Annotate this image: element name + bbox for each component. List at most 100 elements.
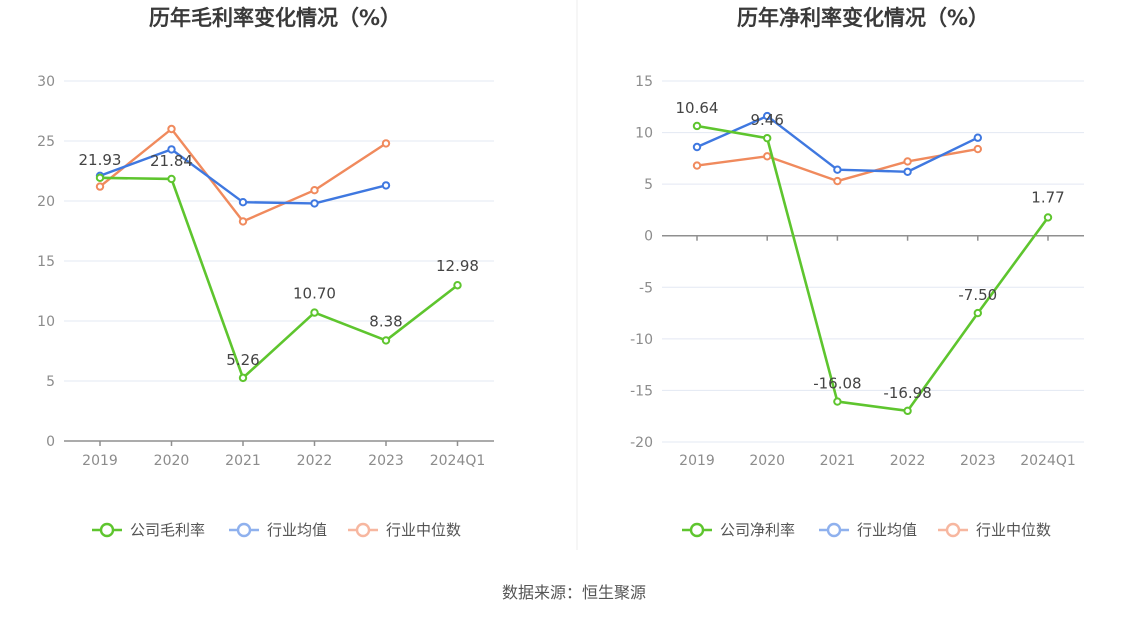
legend-item-company[interactable]: 公司净利率 [682,521,795,539]
y-tick-label: 25 [37,134,55,150]
x-tick-label: 2020 [154,453,190,469]
y-tick-label: 20 [37,194,55,210]
y-tick-label: 0 [644,229,653,245]
x-tick-label: 2021 [225,453,261,469]
data-label: 10.70 [293,285,336,303]
legend-label: 行业均值 [857,521,917,539]
data-label: 21.84 [150,152,193,170]
data-label: 5.26 [226,351,259,369]
gross-margin-chart: 历年毛利率变化情况（%） 0 5 10 15 20 25 30 2019 2020 2021 2022… [37,6,494,539]
chart-title: 历年毛利率变化情况（%） [149,6,401,30]
legend-swatch-marker [945,522,961,538]
data-label: 10.64 [676,99,719,117]
x-tick-label: 2023 [960,453,996,469]
industry-median-point[interactable] [903,157,912,166]
data-label: -7.50 [958,286,997,304]
company-point[interactable] [310,308,319,317]
industry-avg-point[interactable] [973,133,982,142]
data-label: 9.46 [750,111,783,129]
x-tick-label: 2021 [820,453,856,469]
legend-swatch-marker [689,522,705,538]
company-point[interactable] [973,308,982,318]
legend-label: 公司毛利率 [130,521,205,539]
industry-avg-point[interactable] [763,111,772,121]
legend-swatch-marker [355,522,371,538]
data-label: 21.93 [79,151,122,169]
industry-median-point[interactable] [833,176,842,186]
industry-median-line [696,147,979,183]
legend-swatch-marker [99,522,115,538]
industry-median-point[interactable] [973,144,982,154]
legend-swatch-marker [826,522,842,538]
industry-avg-point[interactable] [238,198,248,207]
legend-label: 行业均值 [267,521,327,539]
y-tick-label: -10 [630,332,653,348]
company-point[interactable] [833,397,842,406]
industry-avg-line [99,148,387,205]
industry-median-point[interactable] [381,139,391,148]
legend-label: 公司净利率 [720,521,795,539]
industry-median-point[interactable] [763,152,772,161]
company-point[interactable] [763,133,772,143]
company-point[interactable] [903,406,912,416]
x-tick-label: 2022 [890,453,926,469]
industry-median-point[interactable] [238,217,248,226]
company-point[interactable] [381,336,391,345]
legend-label: 行业中位数 [976,521,1051,539]
company-point[interactable] [453,281,462,290]
industry-avg-point[interactable] [692,142,702,152]
x-tick-label: 2019 [82,453,118,469]
legend-item-industry-avg[interactable]: 行业均值 [819,521,917,539]
industry-median-point[interactable] [310,186,319,195]
industry-avg-point[interactable] [381,181,391,190]
industry-avg-point[interactable] [310,199,319,208]
y-tick-label: -20 [630,435,653,451]
y-tick-label: 15 [635,74,653,90]
company-point[interactable] [95,173,105,183]
industry-median-point[interactable] [167,124,176,134]
y-tick-label: -5 [639,280,653,296]
data-label: 8.38 [369,312,402,330]
industry-avg-point[interactable] [903,167,912,176]
company-line [696,124,1050,413]
legend-item-company[interactable]: 公司毛利率 [92,521,205,539]
industry-avg-point[interactable] [833,165,842,174]
x-tick-label: 2023 [368,453,404,469]
legend-item-industry-avg[interactable]: 行业均值 [229,521,327,539]
chart-title: 历年净利率变化情况（%） [737,6,989,30]
x-tick-label: 2020 [749,453,785,469]
data-label: -16.08 [813,375,861,393]
y-tick-label: 5 [46,374,55,390]
industry-median-line [99,127,387,223]
industry-avg-line [696,114,979,173]
y-tick-label: 30 [37,74,55,90]
x-tick-label: 2019 [679,453,715,469]
y-tick-label: 0 [46,434,55,450]
x-tick-label: 2024Q1 [1020,453,1076,469]
x-tick-label: 2022 [297,453,333,469]
y-tick-label: 10 [37,314,55,330]
y-tick-label: 10 [635,126,653,142]
industry-median-point[interactable] [692,161,702,170]
data-label: 1.77 [1031,188,1064,206]
industry-avg-point[interactable] [167,145,176,154]
company-point[interactable] [238,373,248,383]
y-tick-label: 5 [644,177,653,193]
legend-item-industry-median[interactable]: 行业中位数 [938,521,1051,539]
y-tick-label: -15 [630,383,653,399]
legend-swatch-marker [236,522,252,538]
industry-median-point[interactable] [95,182,105,191]
company-point[interactable] [167,174,176,184]
company-line [99,176,459,380]
company-point[interactable] [1043,213,1053,222]
net-margin-chart: 历年净利率变化情况（%） -20 -15 -10 -5 0 5 10 15 2019 2020 202… [630,6,1084,539]
data-source: 数据来源：恒生聚源 [501,583,646,602]
y-tick-label: 15 [37,254,55,270]
legend-label: 行业中位数 [386,521,461,539]
data-label: -16.98 [883,384,931,402]
legend-item-industry-median[interactable]: 行业中位数 [348,521,461,539]
x-tick-label: 2024Q1 [430,453,486,469]
company-point[interactable] [692,121,702,131]
data-label: 12.98 [436,257,479,275]
